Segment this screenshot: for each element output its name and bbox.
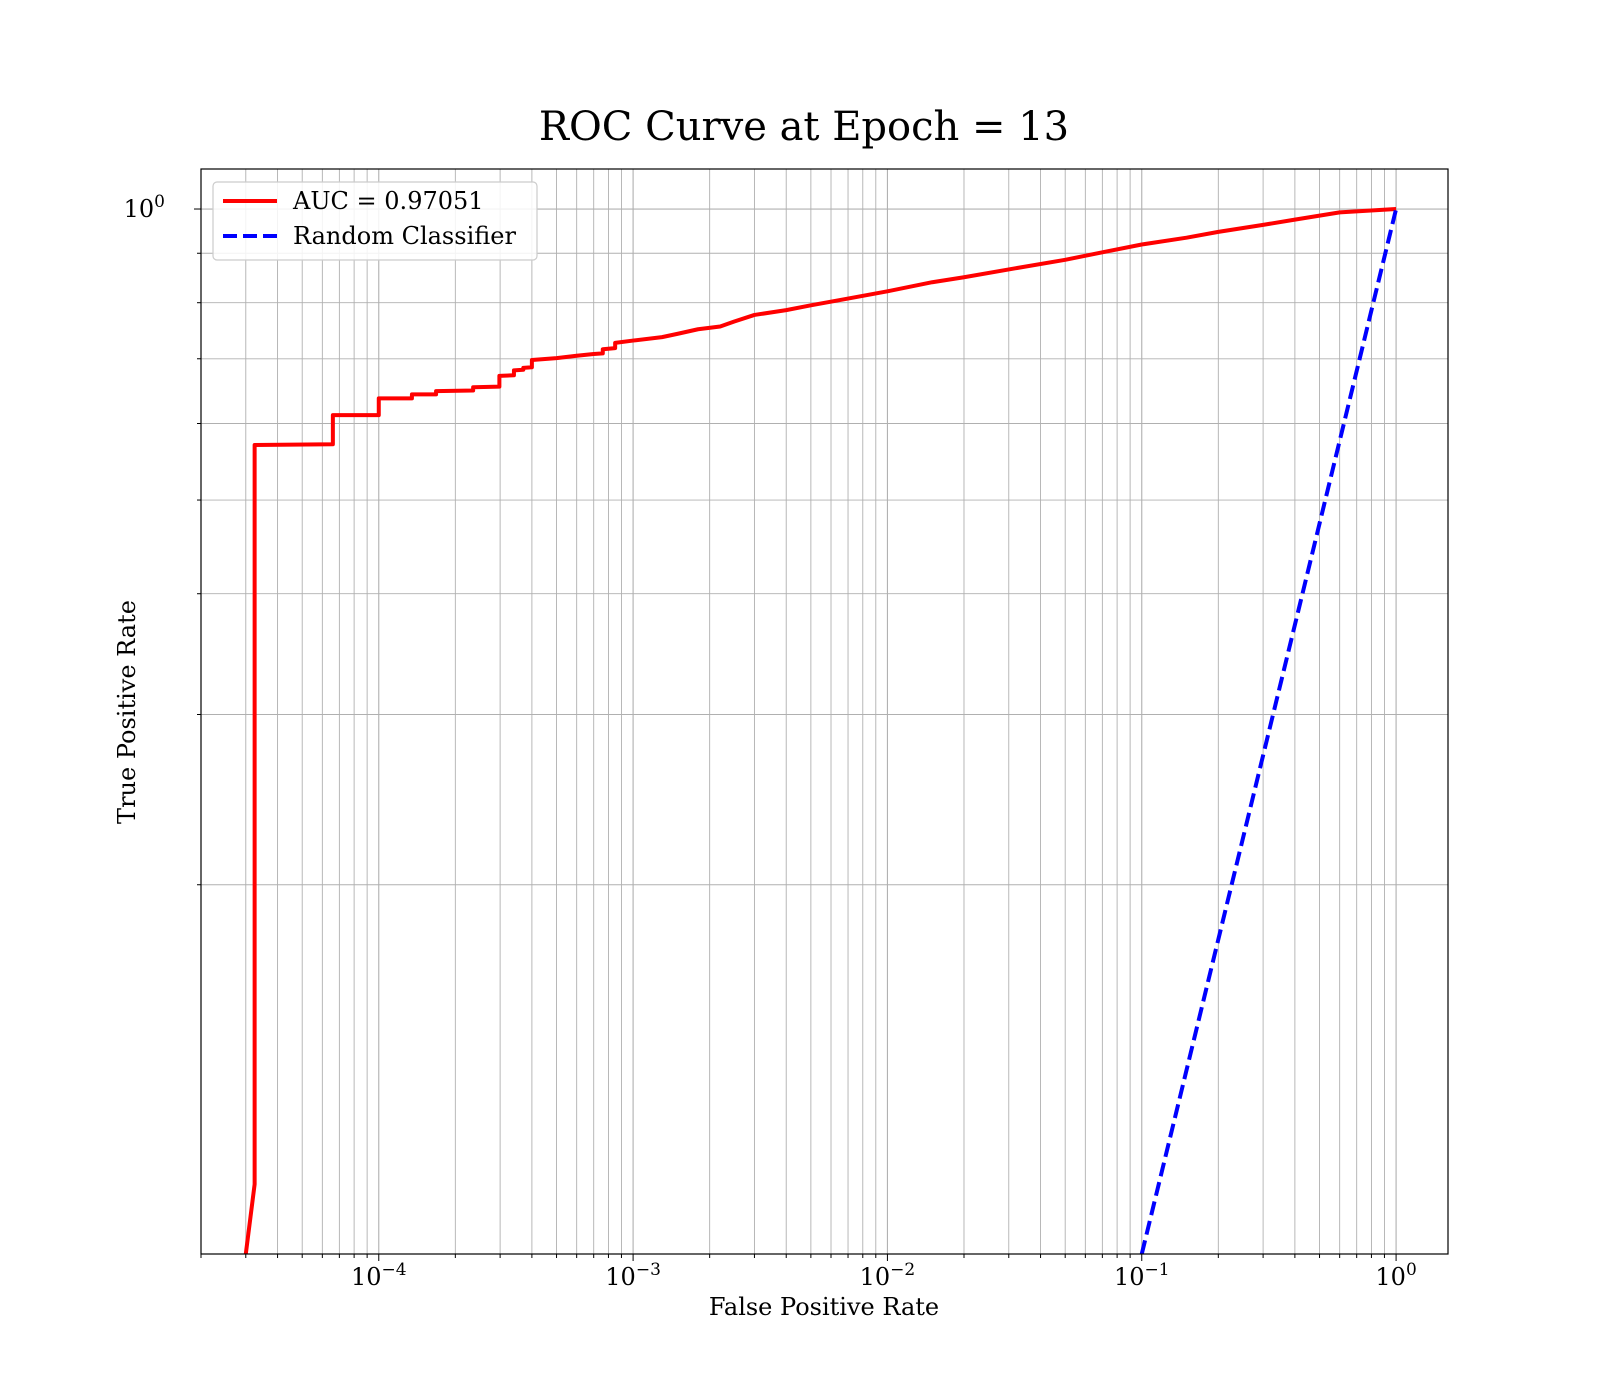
y-tick-label: 100 — [124, 192, 165, 223]
x-tick-label: 10−1 — [1114, 1260, 1170, 1291]
x-tick-label: 10−3 — [605, 1260, 661, 1291]
random-classifier-line — [1139, 208, 1399, 1255]
x-axis-label: False Positive Rate — [709, 1293, 939, 1321]
x-tick-label: 100 — [1375, 1260, 1416, 1291]
plot-frame — [200, 168, 1449, 1255]
y-tick-labels: 100 — [124, 192, 165, 223]
series-layer — [243, 207, 1399, 1255]
x-tick-labels: 10−4 10−3 10−2 10−1 100 — [351, 1260, 1417, 1291]
legend-label-random: Random Classifier — [293, 222, 516, 250]
x-tick-label: 10−2 — [860, 1260, 916, 1291]
chart-title: ROC Curve at Epoch = 13 — [539, 104, 1069, 150]
y-axis-label: True Positive Rate — [113, 600, 141, 824]
grid — [200, 169, 1448, 1254]
x-tick-label: 10−4 — [351, 1260, 407, 1291]
legend-label-auc: AUC = 0.97051 — [292, 187, 484, 215]
axis-ticks — [194, 208, 1397, 1261]
legend-box — [212, 181, 538, 261]
legend: AUC = 0.97051 Random Classifier — [212, 181, 538, 261]
roc-curve-line — [243, 207, 1397, 1255]
